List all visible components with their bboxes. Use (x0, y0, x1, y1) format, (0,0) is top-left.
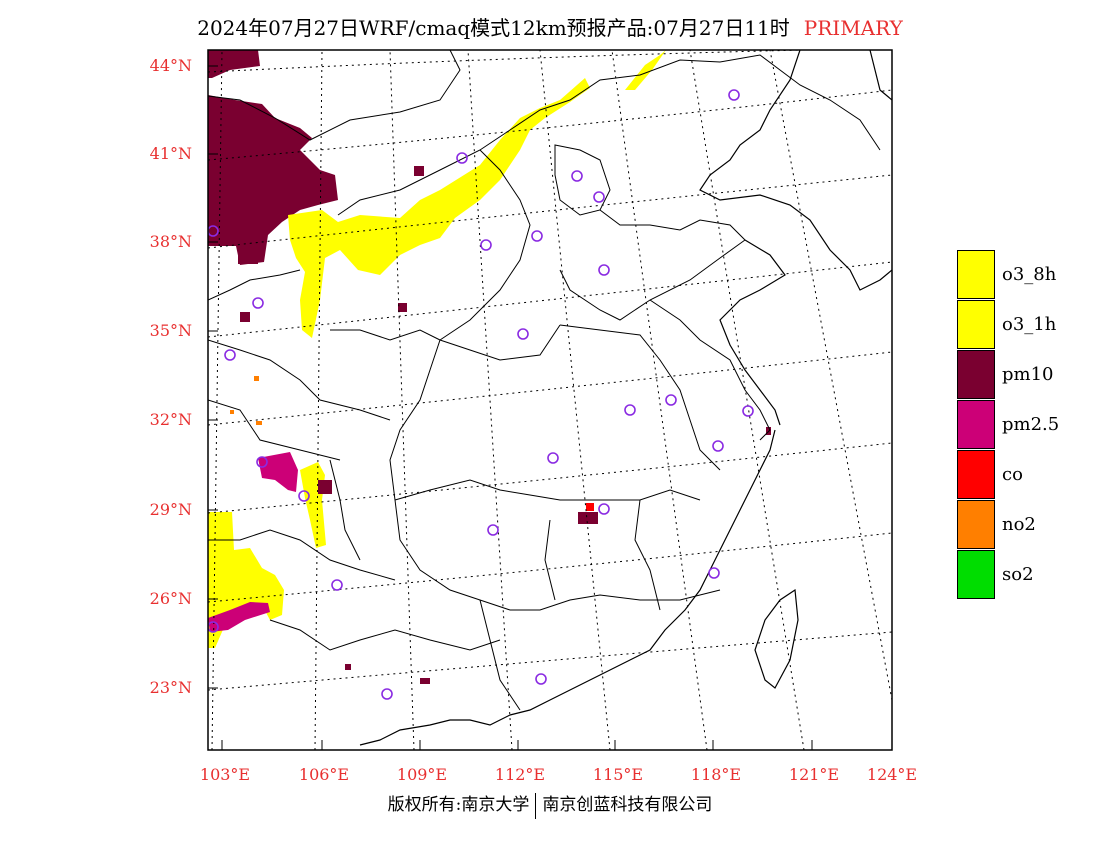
lat-label-35: 35°N (149, 321, 192, 340)
title-text: 2024年07月27日WRF/cmaq模式12km预报产品:07月27日11时 (197, 16, 790, 40)
legend-swatch-pm10 (957, 350, 995, 399)
legend-swatch-o3-1h (957, 300, 995, 349)
o3-region-central (288, 50, 666, 338)
legend-swatch-no2 (957, 500, 995, 549)
legend-label-pm10: pm10 (1002, 364, 1054, 385)
map-frame (207, 49, 893, 751)
legend-label-so2: so2 (1002, 564, 1034, 585)
lon-label-115: 115°E (592, 765, 644, 784)
lat-label-41: 41°N (149, 144, 192, 163)
footer-separator (535, 792, 537, 819)
lon-label-124: 124°E (866, 765, 918, 784)
lat-label-44: 44°N (149, 56, 192, 75)
city-markers (208, 89, 754, 700)
legend-label-no2: no2 (1002, 514, 1036, 535)
pm25-region-southwest (208, 452, 298, 632)
legend-swatch-co (957, 450, 995, 499)
lon-label-103: 103°E (199, 765, 251, 784)
pollutant-tag: PRIMARY (803, 16, 903, 40)
lat-label-32: 32°N (149, 410, 192, 429)
axis-ticks (208, 65, 813, 750)
lon-label-121: 121°E (788, 765, 840, 784)
legend-swatch-o3-8h (957, 250, 995, 299)
lat-label-26: 26°N (149, 589, 192, 608)
graticule (208, 50, 892, 750)
legend-swatch-pm25 (957, 400, 995, 449)
lon-label-109: 109°E (396, 765, 448, 784)
legend-label-pm25: pm2.5 (1002, 414, 1060, 435)
legend-swatch-so2 (957, 550, 995, 599)
lat-label-38: 38°N (149, 232, 192, 251)
lon-label-112: 112°E (494, 765, 546, 784)
legend-label-co: co (1002, 464, 1023, 485)
copyright-footer: 版权所有:南京大学 南京创蓝科技有限公司 (0, 790, 1100, 819)
other-spots (230, 376, 594, 511)
copyright-right: 南京创蓝科技有限公司 (542, 795, 713, 815)
legend-label-o3-8h: o3_8h (1002, 264, 1057, 285)
lat-label-29: 29°N (149, 500, 192, 519)
map-area (208, 50, 892, 750)
province-boundaries (208, 50, 881, 711)
map-title: 2024年07月27日WRF/cmaq模式12km预报产品:07月27日11时 P… (0, 12, 1100, 41)
coastline (359, 50, 892, 746)
lon-label-106: 106°E (298, 765, 350, 784)
legend-label-o3-1h: o3_1h (1002, 314, 1057, 335)
lat-label-23: 23°N (149, 678, 192, 697)
copyright-left: 版权所有:南京大学 (387, 795, 530, 815)
lon-label-118: 118°E (690, 765, 742, 784)
